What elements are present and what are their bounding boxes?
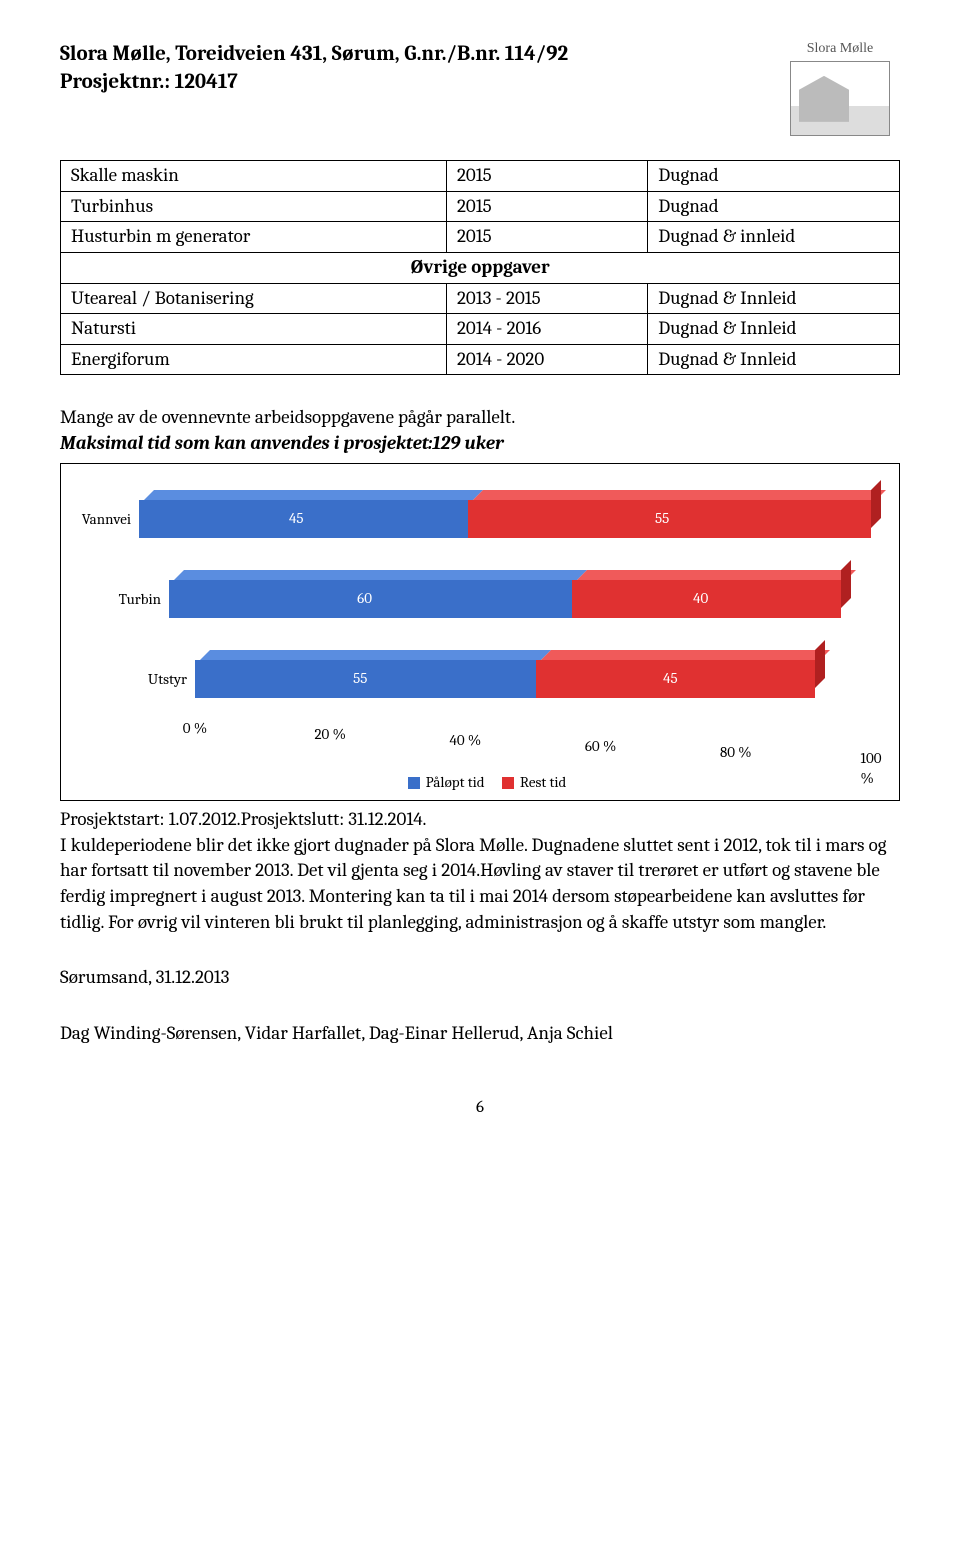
body-paragraph: Prosjektstart: 1.07.2012.Prosjektslutt: … — [60, 807, 900, 935]
cell: Dugnad & Innleid — [648, 344, 900, 375]
header-line-1: Slora Mølle, Toreidveien 431, Sørum, G.n… — [60, 40, 568, 68]
chart-x-tick: 100 % — [861, 748, 882, 789]
chart-legend: Påløpt tid Rest tid — [79, 772, 881, 792]
header-line-2: Prosjektnr.: 120417 — [60, 68, 568, 96]
body-line-1: Mange av de ovennevnte arbeidsoppgavene … — [60, 406, 515, 428]
cell: Natursti — [61, 314, 447, 345]
header-title: Slora Mølle, Toreidveien 431, Sørum, G.n… — [60, 40, 568, 97]
cell: Skalle maskin — [61, 161, 447, 192]
chart-area: Vannvei4555Turbin6040Utstyr55450 %20 %40… — [139, 484, 871, 754]
chart-x-axis: 0 %20 %40 %60 %80 %100 % — [195, 718, 871, 768]
signature-date: Sørumsand, 31.12.2013 — [60, 965, 900, 991]
legend-label-rest: Rest tid — [520, 773, 566, 791]
table-row: Husturbin m generator2015Dugnad & innlei… — [61, 222, 900, 253]
chart-x-tick: 80 % — [720, 742, 752, 762]
cell: 2015 — [446, 191, 647, 222]
chart-value-rest: 40 — [693, 588, 708, 608]
cell: Dugnad & Innleid — [648, 314, 900, 345]
section-header-row: Øvrige oppgaver — [61, 252, 900, 283]
chart-value-elapsed: 60 — [357, 588, 372, 608]
table-row: Turbinhus2015Dugnad — [61, 191, 900, 222]
section-header-cell: Øvrige oppgaver — [61, 252, 900, 283]
cell: Dugnad — [648, 161, 900, 192]
cell: 2015 — [446, 222, 647, 253]
chart-value-elapsed: 45 — [289, 508, 304, 528]
cell: 2015 — [446, 161, 647, 192]
chart-x-tick: 60 % — [585, 736, 616, 756]
chart-value-elapsed: 55 — [353, 668, 367, 688]
cell: Turbinhus — [61, 191, 447, 222]
legend-swatch-rest — [502, 777, 514, 789]
cell: Husturbin m generator — [61, 222, 447, 253]
chart-x-tick: 40 % — [449, 730, 481, 750]
table-row: Energiforum2014 - 2020Dugnad & Innleid — [61, 344, 900, 375]
legend-label-elapsed: Påløpt tid — [426, 773, 485, 791]
body-text: Mange av de ovennevnte arbeidsoppgavene … — [60, 405, 900, 456]
cell: 2014 - 2016 — [446, 314, 647, 345]
chart-container: Vannvei 45 55 Turbin 60 40 Utstyr 55 45 0 % 20 % 40… — [60, 463, 900, 801]
table-row: Uteareal / Botanisering2013 - 2015Dugnad… — [61, 283, 900, 314]
page-number: 6 — [60, 1097, 900, 1120]
chart-bar-label: Utstyr — [123, 669, 187, 689]
signature-names: Dag Winding-Sørensen, Vidar Harfallet, D… — [60, 1021, 900, 1047]
table-1: Skalle maskin2015Dugnad Turbinhus2015Dug… — [60, 160, 900, 375]
logo-image — [790, 61, 890, 136]
table-row: Natursti2014 - 2016Dugnad & Innleid — [61, 314, 900, 345]
logo-text: Slora Mølle — [807, 40, 874, 59]
chart-value-rest: 55 — [655, 508, 669, 528]
cell: 2013 - 2015 — [446, 283, 647, 314]
legend-swatch-elapsed — [408, 777, 420, 789]
cell: Dugnad & innleid — [648, 222, 900, 253]
logo: Slora Mølle — [780, 40, 900, 140]
cell: Dugnad — [648, 191, 900, 222]
table-row: Skalle maskin2015Dugnad — [61, 161, 900, 192]
cell: Uteareal / Botanisering — [61, 283, 447, 314]
chart-bar-label: Vannvei — [67, 509, 131, 529]
page-header: Slora Mølle, Toreidveien 431, Sørum, G.n… — [60, 40, 900, 140]
chart-bar-label: Turbin — [97, 589, 161, 609]
chart-x-tick: 20 % — [314, 724, 346, 744]
body-line-2: Maksimal tid som kan anvendes i prosjekt… — [60, 432, 504, 454]
cell: Dugnad & Innleid — [648, 283, 900, 314]
chart-x-tick: 0 % — [183, 718, 207, 738]
chart-value-rest: 45 — [663, 668, 678, 688]
cell: Energiforum — [61, 344, 447, 375]
cell: 2014 - 2020 — [446, 344, 647, 375]
